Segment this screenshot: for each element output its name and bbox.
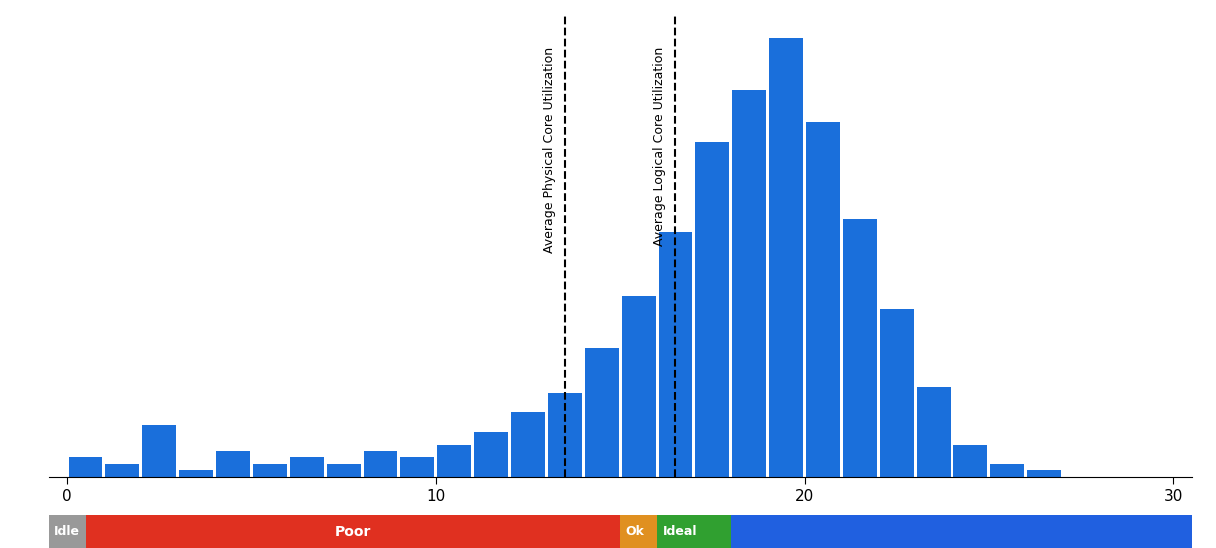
Bar bbox=[179, 470, 213, 477]
Bar bbox=[327, 464, 361, 477]
Bar bbox=[216, 451, 250, 477]
Bar bbox=[806, 122, 840, 477]
Text: Idle: Idle bbox=[55, 525, 80, 538]
Text: Ideal: Ideal bbox=[663, 525, 697, 538]
Bar bbox=[879, 309, 913, 477]
Bar bbox=[364, 451, 398, 477]
Text: Ok: Ok bbox=[626, 525, 644, 538]
Bar bbox=[400, 458, 434, 477]
Bar bbox=[49, 515, 85, 548]
Text: Average Logical Core Utilization: Average Logical Core Utilization bbox=[653, 47, 666, 247]
Bar bbox=[511, 412, 545, 477]
Bar bbox=[770, 38, 803, 477]
Bar bbox=[142, 425, 176, 477]
Bar bbox=[732, 90, 766, 477]
Bar bbox=[1028, 470, 1062, 477]
Text: Poor: Poor bbox=[334, 524, 371, 539]
Bar bbox=[731, 515, 1210, 548]
Text: Average Physical Core Utilization: Average Physical Core Utilization bbox=[542, 47, 556, 253]
Bar bbox=[289, 458, 323, 477]
Bar bbox=[843, 219, 877, 477]
Bar bbox=[621, 296, 655, 477]
Bar bbox=[917, 386, 951, 477]
Bar bbox=[696, 141, 730, 477]
Bar bbox=[548, 393, 581, 477]
Bar bbox=[474, 432, 508, 477]
Bar bbox=[990, 464, 1024, 477]
Bar bbox=[85, 515, 620, 548]
Bar bbox=[106, 464, 140, 477]
Bar bbox=[657, 515, 731, 548]
Bar bbox=[620, 515, 657, 548]
Bar bbox=[68, 458, 102, 477]
Bar bbox=[253, 464, 287, 477]
Bar bbox=[585, 348, 619, 477]
Bar bbox=[659, 232, 692, 477]
Bar bbox=[438, 444, 471, 477]
Bar bbox=[953, 444, 987, 477]
